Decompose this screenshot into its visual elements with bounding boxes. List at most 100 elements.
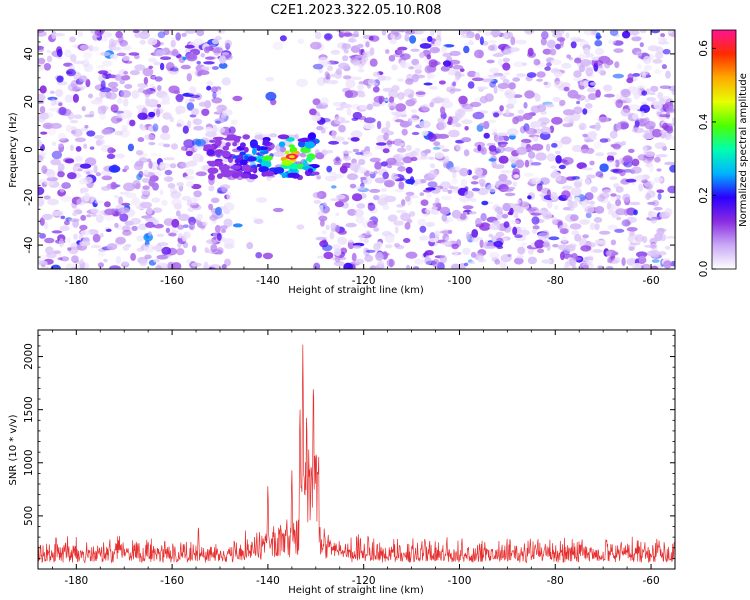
heatmap-cell [440, 65, 450, 72]
heatmap-cell [83, 63, 93, 73]
heatmap-cell [471, 235, 480, 243]
heatmap-cell [312, 98, 321, 106]
heatmap-cell [352, 245, 362, 249]
heatmap-cell [395, 177, 407, 181]
heatmap-cell [616, 194, 621, 201]
heatmap-cell [637, 85, 646, 90]
heatmap-cell [46, 169, 56, 179]
heatmap-cell [121, 260, 129, 266]
heatmap-signal-cell [246, 156, 257, 162]
heatmap-signal-cell [221, 150, 231, 158]
heatmap-cell [615, 208, 627, 216]
heatmap-cell [333, 161, 342, 166]
heatmap-cell [101, 175, 113, 181]
heatmap-cell [338, 62, 350, 70]
heatmap-cell [631, 158, 640, 167]
heatmap-cell [469, 101, 482, 107]
heatmap-cell [38, 47, 45, 52]
snr-ytick-label: 1500 [23, 396, 35, 423]
heatmap-cell [357, 92, 366, 98]
heatmap-cell [503, 221, 510, 229]
heatmap-cell [181, 32, 187, 37]
heatmap-signal-cell [241, 164, 251, 172]
heatmap-cell [135, 150, 144, 156]
heatmap-cell [626, 227, 638, 232]
heatmap-cell [41, 165, 48, 174]
heatmap-cell [45, 246, 54, 255]
heatmap-cell [502, 62, 511, 71]
heatmap-signal-cell [230, 165, 242, 170]
heatmap-cell [454, 109, 466, 118]
heatmap-cell [614, 228, 625, 233]
heatmap-cell [43, 222, 49, 230]
heatmap-cell [180, 146, 188, 151]
heatmap-cell [197, 70, 210, 76]
heatmap-cell [515, 159, 525, 169]
heatmap-cell [351, 117, 359, 122]
heatmap-cell [396, 49, 405, 55]
heatmap-signal-cell [278, 141, 286, 148]
heatmap-cell [489, 149, 499, 156]
heatmap-cell [190, 197, 198, 206]
heatmap-cell [505, 103, 515, 110]
heatmap-cell [621, 30, 631, 39]
heatmap-cell [534, 93, 541, 102]
heatmap-xtick-label: -140 [256, 275, 280, 287]
heatmap-cell [613, 48, 624, 53]
heatmap-cell [325, 121, 332, 125]
heatmap-cell [42, 122, 54, 130]
snr-ytick-label: 1000 [23, 449, 35, 476]
heatmap-cell [385, 120, 391, 129]
heatmap-cell [654, 142, 666, 150]
heatmap-cell [383, 132, 389, 141]
heatmap-cell [73, 114, 83, 119]
heatmap-cell [163, 30, 170, 36]
heatmap-cell [609, 176, 618, 180]
heatmap-cell [396, 209, 407, 214]
heatmap-cell [185, 150, 193, 157]
heatmap-cell [196, 213, 203, 221]
heatmap-cell [499, 105, 504, 112]
heatmap-cell [376, 142, 387, 146]
heatmap-cell [599, 56, 611, 62]
heatmap-cell [153, 48, 166, 57]
heatmap-cell [497, 83, 510, 89]
heatmap-cell [279, 35, 287, 42]
heatmap-cell [216, 247, 224, 255]
heatmap-cell [99, 90, 106, 99]
heatmap-cell [334, 255, 341, 263]
heatmap-signal-cell [239, 142, 246, 148]
heatmap-cell [480, 146, 487, 155]
heatmap-cell [452, 171, 457, 179]
heatmap-cell [72, 219, 79, 229]
heatmap-cell [461, 103, 474, 109]
heatmap-cell [169, 163, 177, 169]
heatmap-cell [131, 225, 138, 232]
heatmap-cell [325, 79, 333, 85]
heatmap-cell [364, 229, 372, 236]
heatmap-cell [399, 142, 405, 147]
heatmap-cell [347, 208, 357, 216]
heatmap-cell [120, 90, 132, 98]
heatmap-cell [57, 163, 65, 172]
heatmap-signal-cell [308, 132, 317, 140]
heatmap-cell [540, 37, 547, 46]
heatmap-cell [625, 97, 632, 104]
heatmap-cell [644, 120, 656, 130]
heatmap-cell [636, 63, 643, 70]
heatmap-cell [139, 259, 148, 267]
heatmap-cell [484, 31, 492, 36]
heatmap-cell [459, 167, 469, 177]
heatmap-cell [183, 139, 195, 148]
heatmap-cell [136, 173, 143, 181]
heatmap-cell [621, 219, 631, 227]
heatmap-cell [662, 48, 671, 55]
heatmap-cell [580, 59, 591, 67]
heatmap-cell [84, 124, 89, 129]
heatmap-signal-cell [287, 165, 292, 169]
heatmap-cell [499, 260, 507, 269]
heatmap-cell [162, 112, 172, 120]
heatmap-cell [374, 161, 382, 170]
heatmap-cell [152, 123, 159, 132]
heatmap-cell [659, 130, 666, 134]
